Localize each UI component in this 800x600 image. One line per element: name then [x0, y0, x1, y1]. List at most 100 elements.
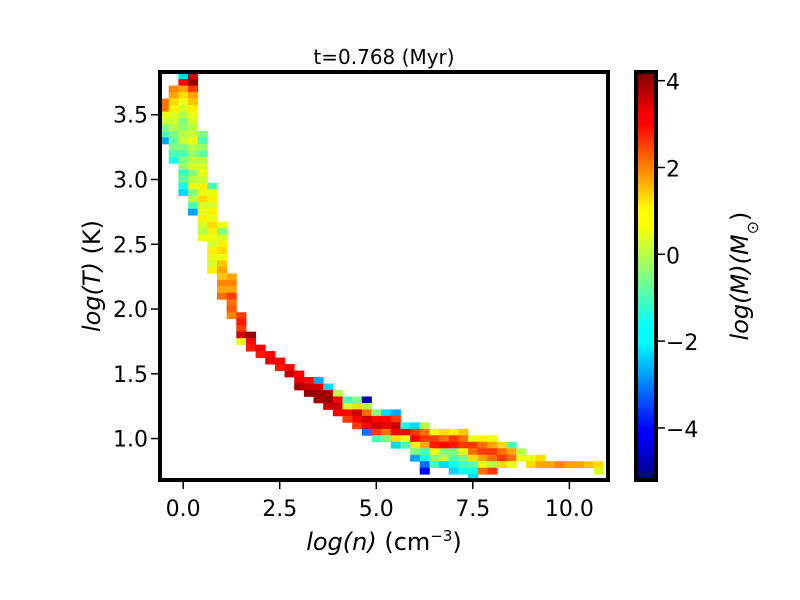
heatmap-cell	[468, 448, 479, 456]
heatmap-cell	[284, 370, 295, 378]
heatmap-cell	[188, 92, 199, 99]
y-axis-label: log(T) (K)	[78, 220, 106, 332]
heatmap-cell	[207, 195, 218, 203]
heatmap-cell	[323, 402, 334, 410]
heatmap-cell	[313, 396, 324, 404]
heatmap-cell	[236, 338, 247, 346]
heatmap-cell	[381, 409, 392, 417]
heatmap-cell	[188, 72, 199, 80]
heatmap-cell	[188, 111, 199, 119]
heatmap-cell	[410, 435, 421, 443]
heatmap-cell	[168, 156, 179, 164]
heatmap-cell	[458, 467, 469, 475]
heatmap-cell	[419, 454, 430, 462]
heatmap-cell	[477, 467, 488, 475]
heatmap-cell	[381, 428, 392, 436]
colorbar-tick-label: −4	[666, 418, 698, 443]
heatmap-cell	[448, 435, 459, 443]
heatmap-cell	[197, 208, 208, 216]
heatmap-cell	[168, 124, 179, 132]
heatmap-cell	[458, 448, 469, 456]
heatmap-cell	[574, 461, 585, 469]
heatmap-cell	[429, 448, 440, 456]
heatmap-cell	[216, 260, 228, 268]
heatmap-cell	[188, 124, 199, 132]
y-tick-label: 3.5	[113, 104, 148, 129]
heatmap-cell	[197, 130, 208, 138]
heatmap-cell	[216, 279, 228, 287]
heatmap-cell	[178, 72, 189, 80]
heatmap-cell	[410, 422, 421, 430]
y-tick-label: 1.5	[113, 363, 148, 388]
heatmap-cell	[342, 415, 353, 423]
heatmap-cell	[332, 402, 343, 410]
y-tick-label: 1.0	[113, 428, 148, 453]
heatmap-cell	[207, 202, 218, 210]
colorbar-tick-label: 0	[666, 244, 680, 269]
heatmap-cell	[207, 234, 218, 242]
heatmap-cell	[429, 435, 440, 443]
heatmap-cell	[496, 441, 508, 449]
heatmap-cell	[207, 266, 218, 274]
heatmap-cell	[313, 383, 324, 391]
heatmap-cell	[342, 409, 353, 417]
heatmap-cell	[429, 461, 440, 469]
heatmap-cell	[303, 377, 314, 384]
heatmap-cell	[448, 461, 459, 469]
heatmap-cell	[178, 124, 189, 132]
heatmap-cell	[419, 428, 430, 436]
heatmap-cell	[352, 402, 363, 410]
heatmap-cell	[168, 92, 179, 99]
heatmap-cell	[178, 105, 189, 112]
heatmap-cell	[168, 137, 179, 145]
heatmap-cell	[197, 182, 208, 190]
heatmap-cell	[226, 312, 237, 320]
heatmap-cell	[583, 461, 594, 469]
heatmap-cell	[188, 156, 199, 164]
heatmap-cell	[178, 163, 189, 171]
heatmap-cell	[188, 208, 199, 216]
heatmap-cell	[178, 79, 189, 86]
heatmap-cell	[487, 441, 498, 449]
heatmap-cell	[361, 422, 372, 430]
y-tick-label: 2.5	[113, 233, 148, 258]
heatmap-cell	[371, 415, 382, 423]
heatmap-cell	[236, 318, 247, 326]
heatmap-cell	[477, 441, 488, 449]
heatmap-cell	[216, 247, 228, 255]
heatmap-cell	[197, 156, 208, 164]
heatmap-cell	[313, 377, 324, 384]
heatmap-cell	[207, 228, 218, 235]
heatmap-cell	[197, 228, 208, 235]
colorbar-tick-label: 2	[666, 157, 680, 182]
heatmap-cell	[381, 422, 392, 430]
heatmap-cell	[216, 286, 228, 294]
heatmap-cell	[207, 189, 218, 197]
heatmap-cell	[188, 137, 199, 145]
heatmap-cell	[468, 435, 479, 443]
heatmap-cell	[284, 364, 295, 371]
heatmap-cell	[419, 461, 430, 469]
heatmap-cell	[207, 241, 218, 248]
heatmap-cell	[178, 117, 189, 125]
heatmap-cell	[178, 137, 189, 145]
heatmap-cell	[303, 383, 314, 391]
heatmap-cell	[168, 105, 179, 112]
y-tick-label: 2.0	[113, 298, 148, 323]
x-axis-ticks: 0.0 2.5 5.0 7.5 10.0	[166, 482, 594, 522]
heatmap-cell	[390, 422, 401, 430]
heatmap-cell	[188, 163, 199, 171]
heatmap-cell	[188, 189, 199, 197]
heatmap-cell	[419, 422, 430, 430]
heatmap-cell	[178, 189, 189, 197]
heatmap-cell	[207, 247, 218, 255]
heatmap-cell	[390, 428, 401, 436]
heatmap-cell	[429, 428, 440, 436]
heatmap-cell	[188, 182, 199, 190]
heatmap-cell	[342, 402, 353, 410]
heatmap-cell	[197, 176, 208, 184]
heatmap-cell	[160, 105, 170, 112]
heatmap-cell	[216, 273, 228, 281]
heatmap-cell	[274, 357, 285, 365]
heatmap-cell	[458, 454, 469, 462]
